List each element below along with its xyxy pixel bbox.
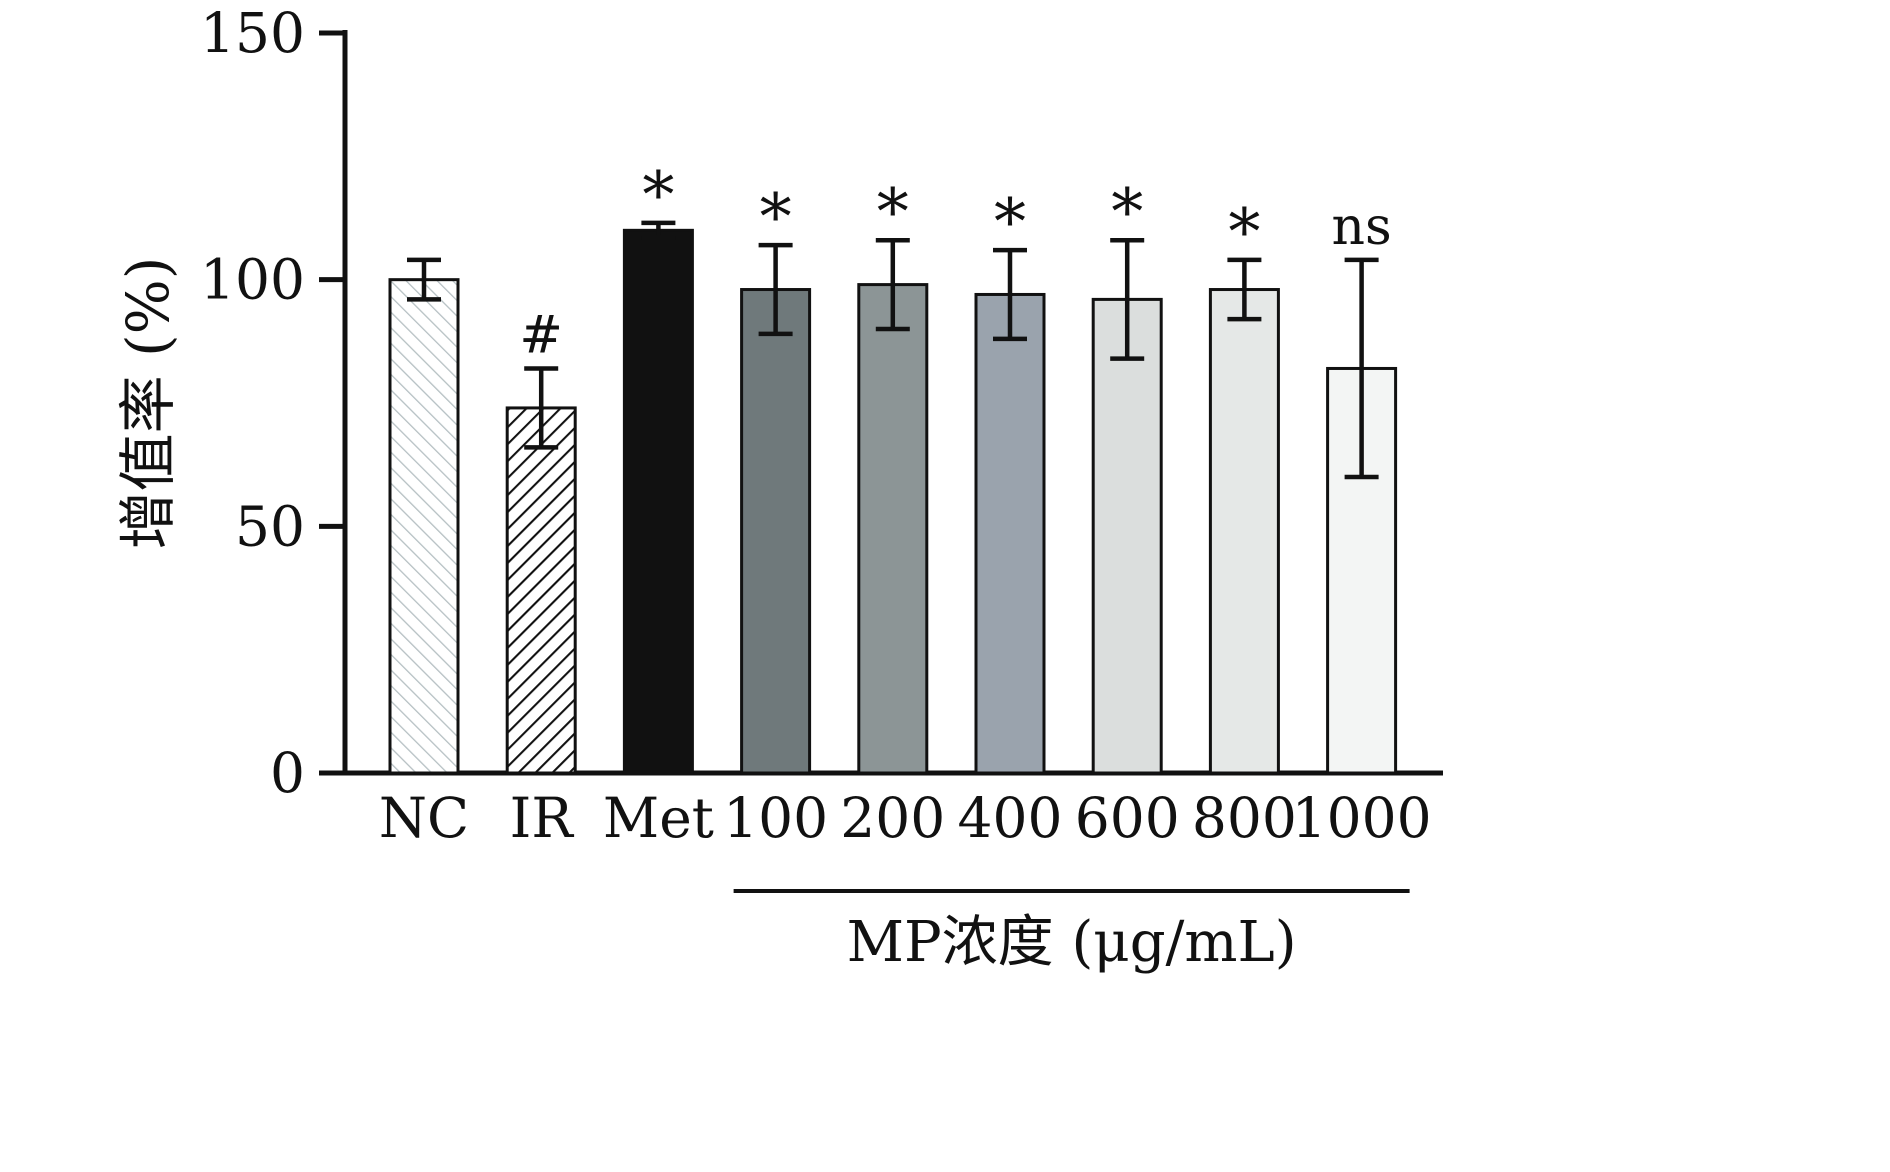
error-bar-200 xyxy=(875,237,910,332)
x-tick-label-NC: NC xyxy=(379,786,469,850)
x-tick-label-1000: 1000 xyxy=(1292,786,1432,850)
significance-IR: # xyxy=(519,305,563,365)
error-bar-600 xyxy=(1110,237,1145,361)
x-tick-label-Met: Met xyxy=(603,786,714,850)
bar-100 xyxy=(740,288,812,775)
bar-400 xyxy=(974,292,1046,775)
significance-800: * xyxy=(1228,196,1260,270)
y-tick-label: 100 xyxy=(200,248,305,312)
error-bar-800 xyxy=(1227,257,1262,322)
significance-200: * xyxy=(877,176,909,250)
x-tick-label-400: 400 xyxy=(958,786,1063,850)
error-bar-400 xyxy=(993,247,1027,342)
bar-Met xyxy=(622,228,694,775)
error-bar-IR xyxy=(524,366,559,450)
bar-200 xyxy=(857,283,929,775)
bar-IR xyxy=(505,406,577,775)
error-bar-1000 xyxy=(1344,257,1379,480)
x-tick-label-200: 200 xyxy=(840,786,945,850)
error-bar-Met xyxy=(641,220,676,240)
error-bar-NC xyxy=(407,257,441,302)
x-tick-label-600: 600 xyxy=(1075,786,1180,850)
error-bar-100 xyxy=(758,242,793,337)
group-axis-label: MP浓度 (μg/mL) xyxy=(847,910,1297,975)
x-tick-label-IR: IR xyxy=(510,786,575,850)
x-tick-label-100: 100 xyxy=(723,786,828,850)
bar-800 xyxy=(1208,288,1280,775)
bar-NC xyxy=(388,278,460,775)
y-axis-title: 增值率 (%) xyxy=(114,257,182,550)
significance-Met: * xyxy=(642,159,674,233)
y-tick-label: 50 xyxy=(235,494,305,558)
significance-100: * xyxy=(760,181,792,255)
bar-600 xyxy=(1091,297,1163,775)
significance-400: * xyxy=(994,186,1026,260)
significance-600: * xyxy=(1111,176,1143,250)
x-tick-label-800: 800 xyxy=(1192,786,1297,850)
significance-1000: ns xyxy=(1332,197,1392,257)
y-tick-label: 0 xyxy=(270,741,305,805)
y-tick-label: 150 xyxy=(200,1,305,65)
